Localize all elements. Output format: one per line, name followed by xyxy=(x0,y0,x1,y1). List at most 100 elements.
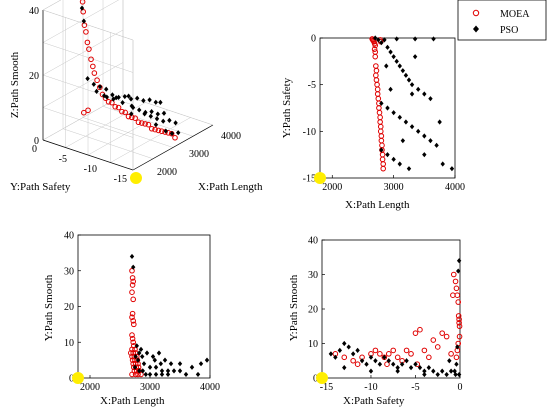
moea-point xyxy=(412,330,419,336)
moea-point xyxy=(385,351,392,357)
moea-point xyxy=(390,347,397,354)
pso-point xyxy=(102,93,107,99)
y-tick-label: 10 xyxy=(308,339,318,350)
moea-point xyxy=(376,105,382,111)
y-tick-label: -5 xyxy=(308,80,316,91)
moea-point xyxy=(373,63,379,69)
moea-point xyxy=(129,310,136,317)
origin-dot xyxy=(72,372,84,384)
pso-point xyxy=(376,37,381,43)
pso-point xyxy=(379,40,384,46)
moea-point xyxy=(119,108,125,115)
pso-point xyxy=(156,350,162,356)
pso-point xyxy=(385,105,390,111)
y-tick-label: -10 xyxy=(303,127,316,138)
z-tick-label: 40 xyxy=(29,6,39,17)
panel-3d-axes: 2000 3000 4000 -15 -10 -5 00 20 40 xyxy=(29,0,241,185)
pso-point xyxy=(412,54,418,60)
pso-point xyxy=(81,18,87,24)
grid-line xyxy=(42,107,134,138)
pso-point xyxy=(142,111,147,117)
pso-point xyxy=(435,371,440,378)
panel-2-marks xyxy=(314,35,455,184)
pso-point xyxy=(422,133,427,139)
x-tick-label: 4000 xyxy=(221,131,241,142)
moea-point xyxy=(138,371,144,378)
pso-point xyxy=(434,142,439,148)
y-tick-label: 0 xyxy=(311,34,316,45)
moea-point xyxy=(377,114,383,121)
pso-point xyxy=(409,91,415,97)
moea-point xyxy=(105,99,112,105)
moea-point xyxy=(350,357,356,364)
x-axis-line xyxy=(132,124,214,171)
y-axis-line xyxy=(42,139,134,171)
box-edge xyxy=(42,9,134,41)
pso-point xyxy=(391,54,396,60)
panel-length-vs-smooth: 2000 3000 4000 0 10 20 30 40 X:Path Length Y:Pa… xyxy=(43,231,220,408)
pso-point xyxy=(391,156,396,162)
pso-point xyxy=(377,361,383,367)
pso-point xyxy=(167,117,172,123)
pso-point xyxy=(437,119,442,125)
y-tick-label: -5 xyxy=(59,154,67,165)
moea-point xyxy=(453,285,460,292)
moea-point xyxy=(434,344,441,350)
pso-point xyxy=(394,36,399,42)
pso-point xyxy=(384,63,389,69)
moea-point xyxy=(384,361,390,368)
pso-point xyxy=(97,84,103,90)
moea-point xyxy=(131,321,137,328)
pso-point xyxy=(104,94,109,100)
moea-point xyxy=(129,282,136,288)
moea-point xyxy=(373,67,380,74)
moea-point xyxy=(403,347,410,354)
moea-point xyxy=(90,63,96,70)
moea-point xyxy=(378,133,385,139)
pso-point xyxy=(198,361,204,367)
pso-point xyxy=(161,118,166,124)
moea-point xyxy=(129,289,135,296)
pso-point xyxy=(431,36,436,42)
pso-point xyxy=(422,152,427,158)
pso-point xyxy=(147,371,153,378)
pso-point xyxy=(391,110,396,116)
pso-point xyxy=(337,347,343,353)
x-tick-label: 4000 xyxy=(445,182,465,193)
pso-point xyxy=(152,357,157,363)
y-tick-label: 20 xyxy=(64,302,74,313)
moea-point xyxy=(377,351,383,357)
moea-point xyxy=(130,296,136,303)
pso-point xyxy=(163,128,168,134)
pso-point xyxy=(413,361,418,367)
pso-point xyxy=(391,361,396,367)
pso-point xyxy=(412,36,418,42)
grid-line xyxy=(87,109,169,156)
pso-point xyxy=(452,368,457,374)
pso-point xyxy=(153,364,159,370)
moea-point xyxy=(371,46,378,53)
moea-point xyxy=(109,99,115,106)
x-tick-label: 2000 xyxy=(157,167,177,178)
moea-point xyxy=(450,271,457,278)
moea-point xyxy=(373,72,379,79)
pso-point xyxy=(397,114,402,120)
pso-point xyxy=(373,358,378,364)
moea-point xyxy=(130,278,136,285)
pso-point xyxy=(373,35,378,41)
grid-line xyxy=(42,42,134,73)
moea-point xyxy=(456,323,463,330)
pso-point xyxy=(350,351,356,357)
moea-point xyxy=(145,121,152,128)
panel-2-xlabel: X:Path Length xyxy=(345,199,410,211)
pso-point xyxy=(132,364,138,370)
panel-3-ticks: 2000 3000 4000 0 10 20 30 40 xyxy=(64,231,220,394)
moea-point xyxy=(374,86,381,93)
pso-point xyxy=(153,122,159,128)
pso-point xyxy=(409,82,415,88)
panel-safety-vs-smooth: -15 -10 -5 0 0 10 20 30 40 X:Path Safety Y:Path … xyxy=(288,236,463,408)
pso-point xyxy=(454,361,459,367)
moea-point xyxy=(135,371,141,378)
pso-point xyxy=(85,76,90,82)
panel-3-xlabel: X:Path Length xyxy=(100,395,165,407)
